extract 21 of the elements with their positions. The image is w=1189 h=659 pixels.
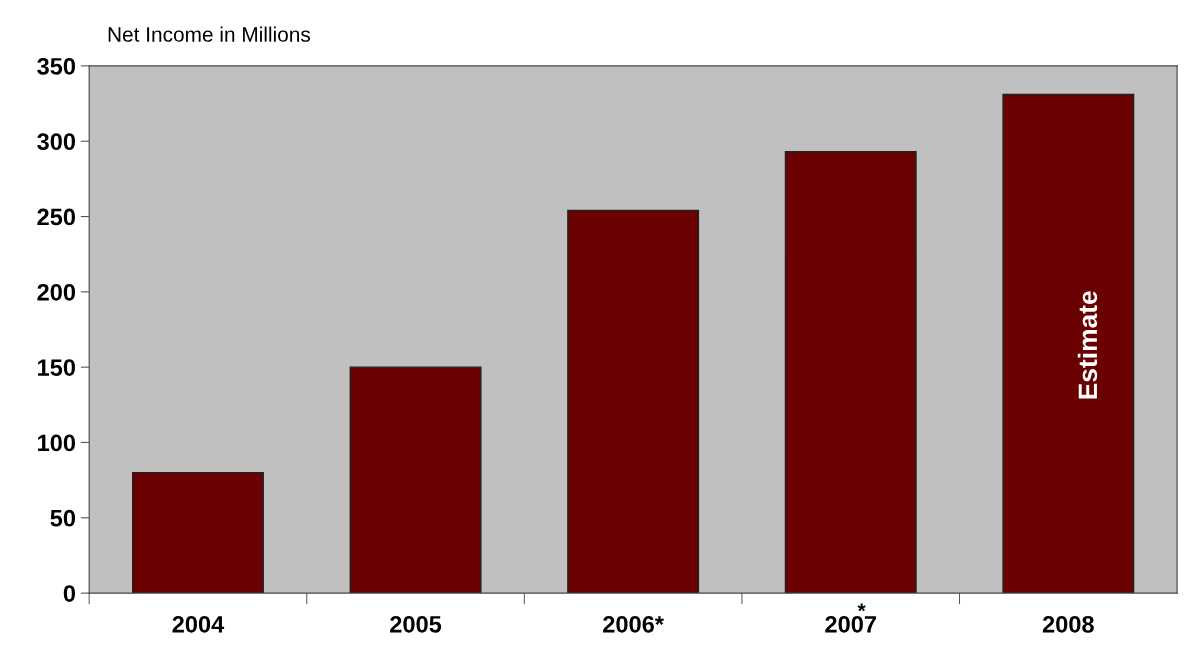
x-tick-label: 2007 [825,615,876,633]
x-tick-label: 2004 [172,615,225,633]
chart-title: Net Income in Millions [108,26,311,42]
y-tick-label: 50 [50,509,76,527]
y-tick-label: 0 [63,585,76,602]
text: * [857,603,866,612]
y-tick-label: 350 [37,57,76,75]
y-tick-label: 200 [37,283,76,301]
y-tick-label: 150 [38,359,76,376]
bar [784,151,917,594]
annotation: Estimate [1077,291,1098,399]
x-tick-label: 2008 [1042,615,1094,633]
bar [567,209,700,594]
y-tick-label: 300 [37,133,76,151]
x-tick-label: 2006* [603,615,664,633]
y-tick-label: 100 [38,434,76,452]
bar [131,471,264,594]
x-tick-label: 2005 [390,615,442,633]
bar [1002,93,1135,594]
bar [349,366,482,594]
y-tick-label: 250 [37,208,76,226]
